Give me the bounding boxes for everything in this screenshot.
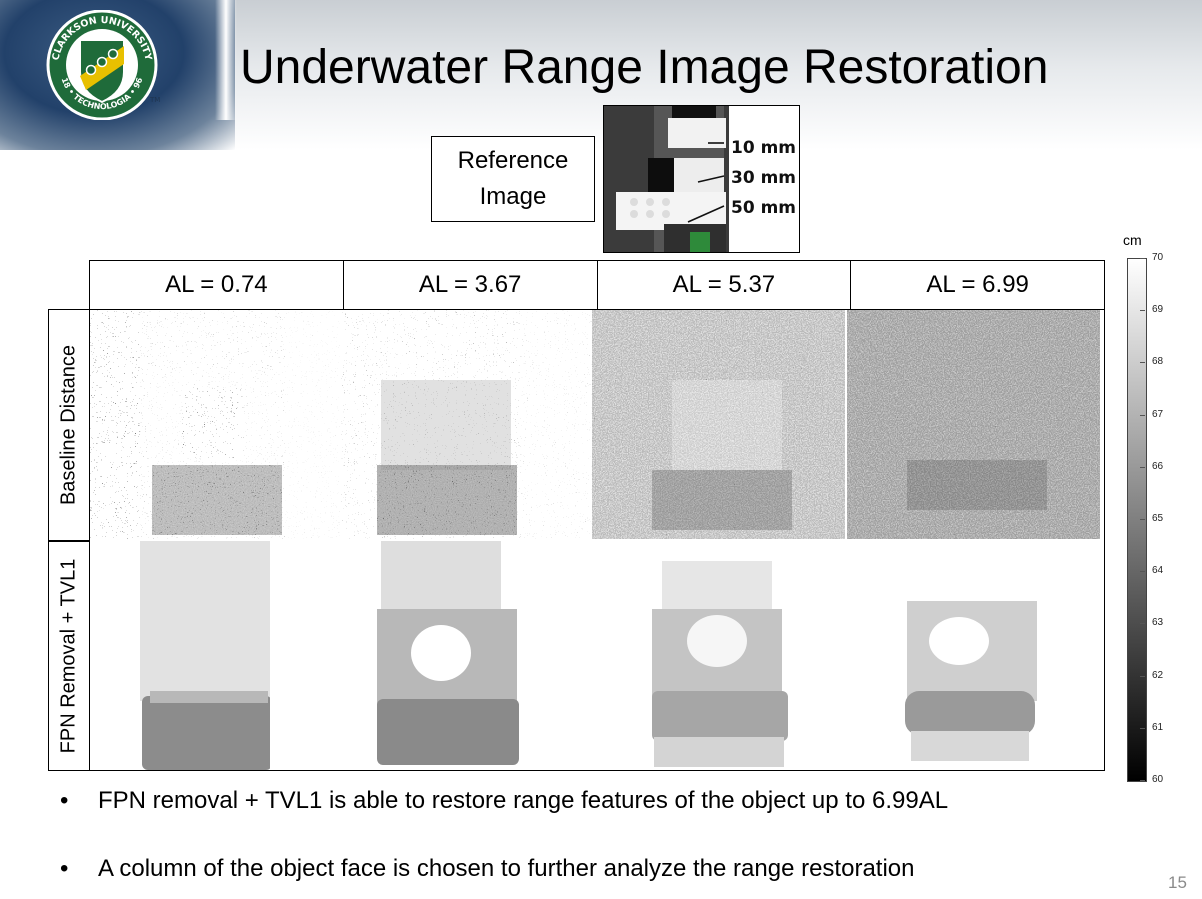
column-header-al-537: AL = 5.37 (598, 261, 852, 309)
colorbar-tick-label: 69 (1152, 304, 1164, 316)
colorbar-tick-mark (1140, 519, 1145, 520)
colorbar-tick-mark (1140, 780, 1145, 781)
reference-photo: 10 mm 30 mm 50 mm (603, 105, 800, 253)
noisy-image-al-367 (341, 310, 594, 539)
restored-image-al-699 (847, 541, 1100, 770)
bullet-item: • A column of the object face is chosen t… (60, 855, 914, 883)
bullet-text-2: A column of the object face is chosen to… (98, 855, 915, 882)
column-header-al-699: AL = 6.99 (926, 271, 1029, 298)
restored-image-al-074 (90, 541, 343, 770)
colorbar-tick-mark (1140, 623, 1145, 625)
colorbar-tick-mark (1140, 466, 1145, 468)
column-header-row: AL = 0.74 AL = 3.67 AL = 5.37 AL = 6.99 (89, 260, 1105, 310)
photo-label-50mm: 50 mm (731, 198, 796, 218)
header-swoosh (215, 0, 237, 120)
colorbar-tick-mark (1140, 258, 1145, 259)
colorbar-unit: cm (1123, 232, 1142, 248)
colorbar-tick-mark (1140, 310, 1145, 312)
reference-image-label: Reference Image (457, 147, 569, 210)
colorbar-tick-mark (1140, 571, 1145, 573)
column-header-al-074: AL = 0.74 (90, 261, 344, 309)
colorbar (1127, 258, 1147, 782)
row-label-baseline: Baseline Distance (57, 344, 80, 506)
noisy-image-al-537 (592, 310, 845, 539)
colorbar-tick-label: 62 (1152, 669, 1164, 681)
image-grid (89, 309, 1105, 771)
colorbar-tick-mark (1140, 414, 1145, 416)
noisy-image-al-699 (847, 310, 1100, 539)
clarkson-logo: CLARKSON UNIVERSITY 18 • TECHNOLOGIA • 9… (46, 10, 160, 120)
bullet-dot: • (60, 787, 69, 814)
colorbar-tick-mark (1140, 675, 1145, 677)
restored-image-al-367 (341, 541, 594, 770)
colorbar-tick-label: 70 (1152, 252, 1164, 263)
photo-label-10mm: 10 mm (731, 138, 796, 158)
restored-image-al-537 (592, 541, 845, 770)
colorbar-tick-label: 61 (1152, 721, 1164, 733)
colorbar-tick-label: 65 (1152, 513, 1164, 524)
slide-title: Underwater Range Image Restoration (240, 41, 1049, 94)
bullet-text-1: FPN removal + TVL1 is able to restore ra… (98, 787, 949, 814)
row-label-box-fpn: FPN Removal + TVL1 (48, 541, 90, 771)
colorbar-tick-label: 67 (1152, 408, 1164, 420)
page-number: 15 (1168, 873, 1187, 892)
colorbar-tick-label: 64 (1152, 565, 1164, 577)
bullet-dot: • (60, 855, 69, 882)
photo-label-30mm: 30 mm (731, 168, 796, 188)
colorbar-tick-mark (1140, 727, 1145, 729)
row-label-box-baseline: Baseline Distance (48, 309, 90, 541)
logo-tm: TM (149, 96, 160, 104)
row-label-fpn: FPN Removal + TVL1 (57, 558, 80, 754)
colorbar-tick-label: 66 (1152, 460, 1164, 472)
bullet-item: • FPN removal + TVL1 is able to restore r… (60, 787, 948, 815)
noisy-image-al-074 (90, 310, 343, 539)
colorbar-tick-label: 63 (1152, 617, 1164, 629)
reference-image-label-box: Reference Image (431, 136, 595, 222)
colorbar-tick-label: 68 (1152, 356, 1164, 368)
colorbar-tick-label: 60 (1152, 774, 1164, 785)
colorbar-tick-mark (1140, 362, 1145, 364)
column-header-al-367: AL = 3.67 (344, 261, 598, 309)
